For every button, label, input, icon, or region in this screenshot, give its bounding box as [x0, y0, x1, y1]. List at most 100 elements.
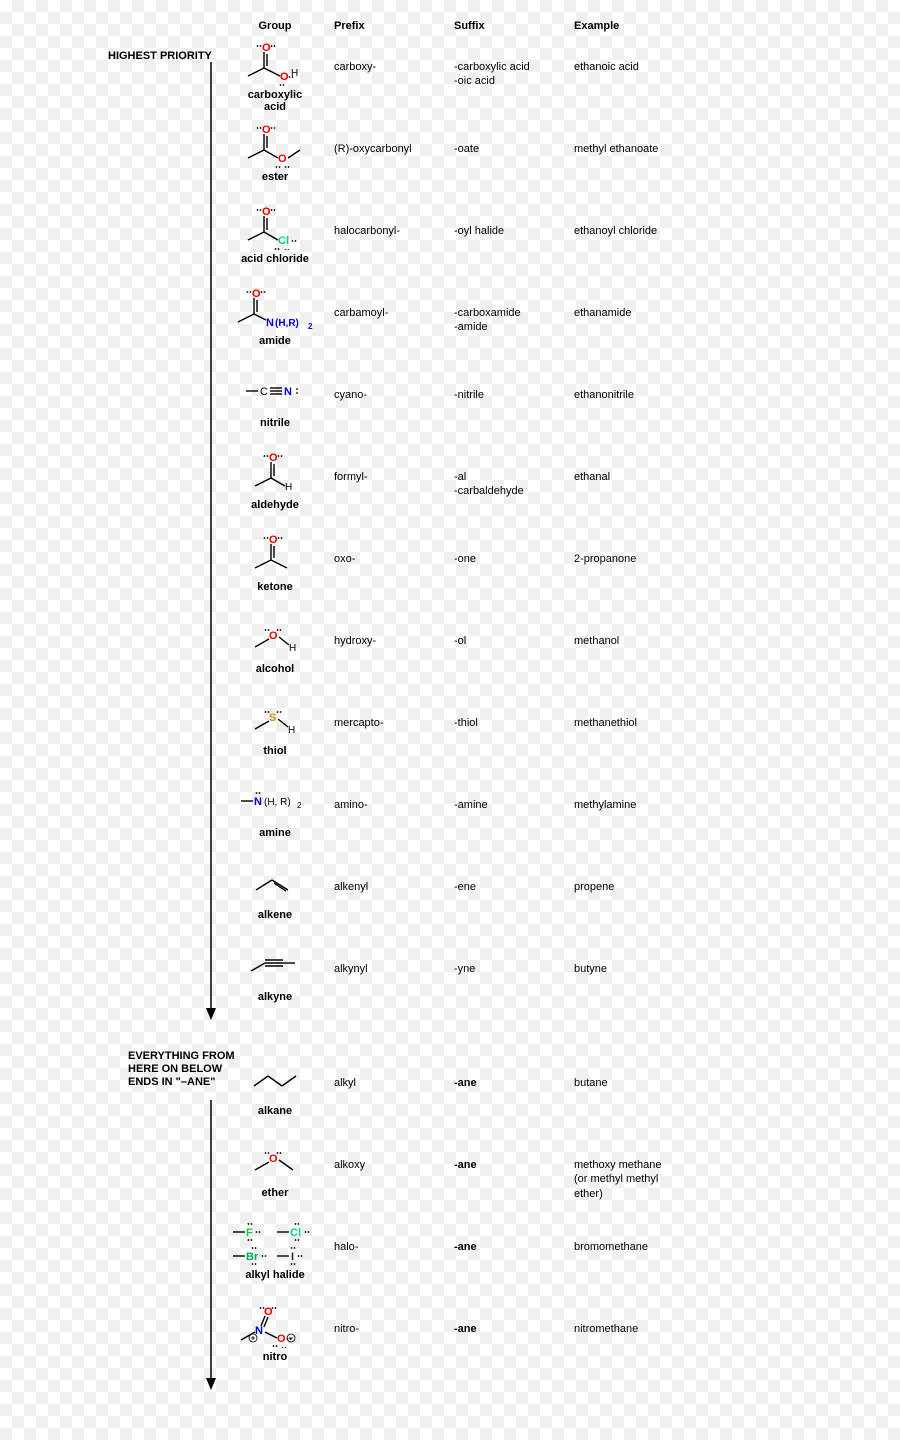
highest-priority-label: HIGHEST PRIORITY	[108, 50, 212, 62]
priority-arrow-bottom	[205, 1100, 217, 1390]
svg-text:O: O	[262, 42, 271, 54]
nitrile-structure-icon: C N	[240, 368, 310, 414]
example-cell: methoxy methane (or methyl methyl ether)	[570, 1138, 720, 1201]
group-cell: S H thiol	[220, 696, 330, 757]
group-name: alkyl halide	[245, 1269, 304, 1281]
svg-text:S: S	[269, 712, 276, 724]
row-alkyne: alkynealkynyl-ynebutyne	[0, 942, 900, 1020]
prefix-cell: alkenyl	[330, 860, 450, 894]
prefix-cell: cyano-	[330, 368, 450, 402]
prefix-cell: carbamoyl-	[330, 286, 450, 320]
suffix-cell: -ene	[450, 860, 570, 894]
svg-text:C: C	[260, 386, 268, 398]
header-prefix: Prefix	[330, 20, 450, 32]
example-cell: propene	[570, 860, 720, 894]
row-amide: O N (H,R) 2amidecarbamoyl--carboxamide -…	[0, 286, 900, 364]
svg-text:Br: Br	[246, 1251, 259, 1263]
example-cell: nitromethane	[570, 1302, 720, 1336]
group-name: alcohol	[256, 663, 295, 675]
example-cell: ethanoic acid	[570, 40, 720, 74]
example-cell: ethanamide	[570, 286, 720, 320]
example-cell: butyne	[570, 942, 720, 976]
priority-arrow-top	[205, 62, 217, 1020]
alkyne-structure-icon	[245, 942, 305, 988]
alkene-structure-icon	[248, 860, 303, 906]
alkyl-halide-structure-icon: F Cl Br I	[225, 1220, 325, 1266]
alkane-structure-icon	[248, 1056, 303, 1102]
prefix-cell: (R)-oxycarbonyl	[330, 122, 450, 156]
suffix-cell: -oyl halide	[450, 204, 570, 238]
header-group: Group	[220, 20, 330, 32]
svg-text:O: O	[280, 71, 289, 83]
svg-text:O: O	[277, 1333, 286, 1345]
suffix-cell: -ane	[450, 1138, 570, 1172]
row-nitrile: C N nitrilecyano--nitrileethanonitrile	[0, 368, 900, 446]
group-name: aldehyde	[251, 499, 299, 511]
group-name: carboxylic acid	[248, 89, 302, 113]
suffix-cell: -ol	[450, 614, 570, 648]
group-cell: N (H, R) 2 amine	[220, 778, 330, 839]
ether-structure-icon: O	[245, 1138, 305, 1184]
group-name: ketone	[257, 581, 292, 593]
alcohol-structure-icon: O H	[245, 614, 305, 660]
row-ketone: O ketoneoxo--one2-propanone	[0, 532, 900, 610]
ester-structure-icon: O O	[240, 122, 310, 168]
amine-structure-icon: N (H, R) 2	[235, 778, 315, 824]
svg-text:Cl: Cl	[278, 235, 289, 247]
row-thiol: S Hthiolmercapto--thiolmethanethiol	[0, 696, 900, 774]
example-cell: methanethiol	[570, 696, 720, 730]
svg-text:O: O	[269, 534, 278, 546]
group-name: nitro	[263, 1351, 287, 1363]
prefix-cell: mercapto-	[330, 696, 450, 730]
group-cell: alkyne	[220, 942, 330, 1003]
suffix-cell: -nitrile	[450, 368, 570, 402]
example-cell: butane	[570, 1056, 720, 1090]
svg-text:O: O	[252, 288, 261, 300]
group-cell: C N nitrile	[220, 368, 330, 429]
row-alcohol: O Halcoholhydroxy--olmethanol	[0, 614, 900, 692]
svg-text:O: O	[269, 452, 278, 464]
group-cell: N O O nitro	[220, 1302, 330, 1363]
svg-text:H: H	[285, 482, 292, 493]
group-name: amine	[259, 827, 291, 839]
prefix-cell: hydroxy-	[330, 614, 450, 648]
prefix-cell: halocarbonyl-	[330, 204, 450, 238]
group-name: ether	[262, 1187, 289, 1199]
suffix-cell: -amine	[450, 778, 570, 812]
group-name: nitrile	[260, 417, 290, 429]
prefix-cell: carboxy-	[330, 40, 450, 74]
group-name: amide	[259, 335, 291, 347]
row-nitro: N O O nitronitro--anenitromethane	[0, 1302, 900, 1380]
suffix-cell: -ane	[450, 1056, 570, 1090]
svg-text:N: N	[284, 386, 292, 398]
example-cell: methylamine	[570, 778, 720, 812]
ane-note-label: EVERYTHING FROM HERE ON BELOW ENDS IN "–…	[128, 1050, 235, 1090]
svg-text:N: N	[254, 796, 262, 808]
example-cell: ethanal	[570, 450, 720, 484]
prefix-cell: amino-	[330, 778, 450, 812]
thiol-structure-icon: S H	[245, 696, 305, 742]
nitro-structure-icon: N O O	[235, 1302, 315, 1348]
prefix-cell: alkynyl	[330, 942, 450, 976]
svg-text:O: O	[269, 630, 278, 642]
group-cell: alkane	[220, 1056, 330, 1117]
table-body: O O Hcarboxylic acidcarboxy--carboxylic …	[0, 40, 900, 1380]
row-ester: O O ester(R)-oxycarbonyl-oatemethyl etha…	[0, 122, 900, 200]
group-name: thiol	[263, 745, 286, 757]
group-cell: O H alcohol	[220, 614, 330, 675]
example-cell: bromomethane	[570, 1220, 720, 1254]
svg-text:O: O	[278, 153, 287, 165]
row-amine: N (H, R) 2 amine amino--aminemethylamine	[0, 778, 900, 856]
group-name: alkene	[258, 909, 292, 921]
prefix-cell: alkyl	[330, 1056, 450, 1090]
group-cell: O Clacid chloride	[220, 204, 330, 265]
group-cell: O N (H,R) 2amide	[220, 286, 330, 347]
prefix-cell: formyl-	[330, 450, 450, 484]
svg-text:N: N	[266, 317, 274, 329]
row-alkene: alkene alkenyl-enepropene	[0, 860, 900, 938]
prefix-cell: oxo-	[330, 532, 450, 566]
svg-text:(H,R): (H,R)	[275, 318, 299, 329]
group-cell: O O ester	[220, 122, 330, 183]
group-cell: O ether	[220, 1138, 330, 1199]
group-name: alkyne	[258, 991, 292, 1003]
